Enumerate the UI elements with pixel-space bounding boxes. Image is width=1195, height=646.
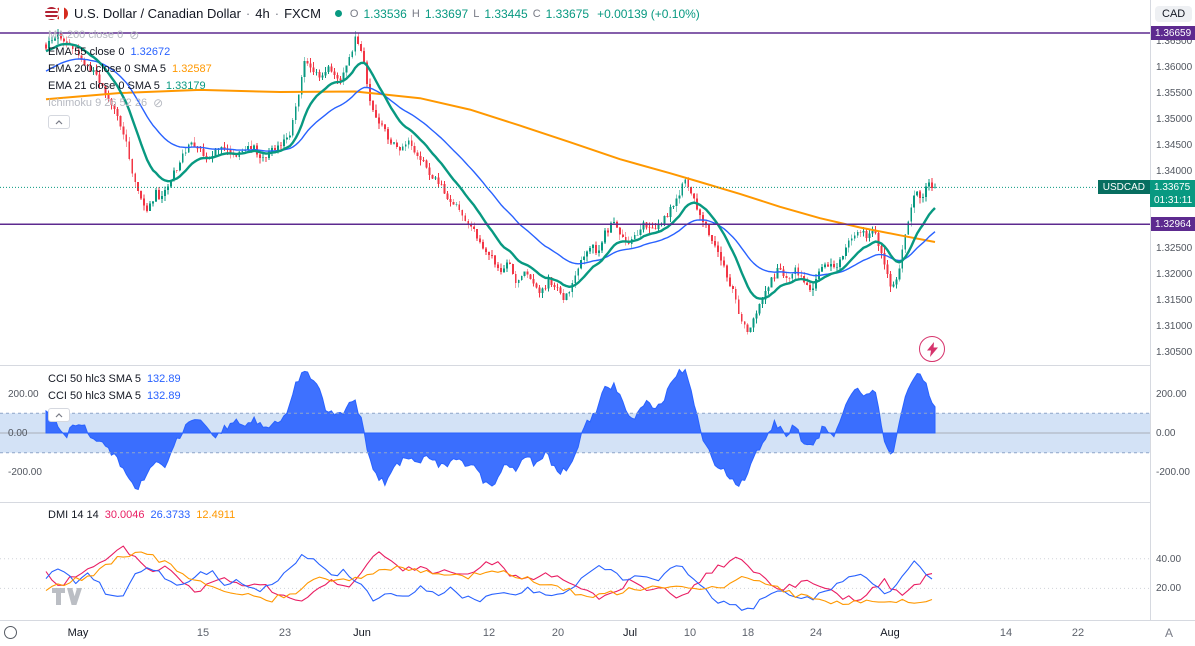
indicator-legend-row[interactable]: CCI 50 hlc3 SMA 5 132.89 [48, 387, 181, 404]
time-tick-label: 15 [196, 627, 210, 639]
price-tick-label: 1.34000 [1156, 165, 1193, 177]
time-tick-label: 14 [999, 627, 1013, 639]
indicator-value: 30.0046 [104, 508, 145, 521]
pane-separator[interactable] [0, 365, 1195, 366]
time-tick-label: Jun [353, 627, 371, 639]
eye-off-icon[interactable]: ⊘ [129, 27, 140, 42]
indicator-legend-row[interactable]: EMA 21 close 0 SMA 5 1.33179 [48, 77, 212, 94]
indicator-legend-row[interactable]: CCI 50 hlc3 SMA 5 132.89 [48, 370, 181, 387]
indicator-legend-row[interactable]: MA 200 close 0 ⊘ [48, 26, 212, 43]
bar-countdown: 01:31:11 [1150, 194, 1195, 208]
flash-trade-button[interactable] [919, 336, 945, 362]
open-label: O [349, 7, 359, 20]
price-tick-label: 1.35500 [1156, 88, 1193, 99]
indicator-value: 26.3733 [150, 508, 191, 521]
time-tick-label: 20 [551, 627, 565, 639]
price-tick-label: 1.31000 [1156, 320, 1193, 332]
time-tick-label: 24 [809, 627, 823, 639]
lightning-icon [926, 341, 938, 357]
cci-pane-legend: CCI 50 hlc3 SMA 5 132.89 CCI 50 hlc3 SMA 5… [48, 370, 181, 422]
price-tick-label: 1.35000 [1156, 113, 1193, 125]
indicator-value: 1.32672 [130, 45, 171, 58]
symbol-title[interactable]: U.S. Dollar / Canadian Dollar [74, 6, 241, 21]
main-pane-legend: MA 200 close 0 ⊘ EMA 55 close 0 1.32672 EMA … [48, 26, 212, 129]
low-label: L [473, 7, 480, 20]
separator: · [245, 6, 251, 21]
level-price-badge: 1.36659 [1151, 26, 1195, 41]
dmi-pane-legend: DMI 14 14 30.0046 26.3733 12.4911 [48, 506, 235, 523]
time-tick-label: 23 [278, 627, 292, 639]
separator: · [274, 6, 280, 21]
cci-tick-label: 200.00 [1156, 388, 1187, 400]
indicator-value: 1.33179 [165, 79, 206, 92]
high-value: 1.33697 [424, 6, 469, 21]
indicator-title: DMI 14 14 [48, 508, 99, 521]
pane-separator[interactable] [0, 502, 1195, 503]
time-axis[interactable]: A May 15 23 Jun 12 20 Jul 10 18 24 Aug 14 22 [0, 620, 1195, 646]
cci-tick-label: -200.00 [1156, 467, 1190, 479]
legend-collapse-button[interactable] [48, 408, 70, 422]
open-value: 1.33536 [363, 6, 407, 21]
indicator-legend-row[interactable]: DMI 14 14 30.0046 26.3733 12.4911 [48, 506, 235, 523]
legend-collapse-button[interactable] [48, 115, 70, 129]
time-tick-label: 12 [482, 627, 496, 639]
indicator-legend-row[interactable]: Ichimoku 9 26 52 26 ⊘ [48, 94, 212, 111]
close-label: C [532, 7, 541, 20]
price-tick-label: 1.30500 [1156, 346, 1193, 358]
auto-scale-button[interactable]: A [1165, 626, 1174, 640]
exchange-label[interactable]: FXCM [284, 6, 321, 21]
last-price-value: 1.33675 [1150, 180, 1195, 195]
level-price-badge: 1.32964 [1151, 217, 1195, 232]
tradingview-logo [52, 588, 82, 610]
price-axis[interactable]: CAD 1.36500 1.36000 1.35500 1.35000 1.34500 1… [1150, 0, 1195, 620]
price-tick-label: 1.36500 [1156, 36, 1193, 48]
time-tick-label: Jul [622, 627, 638, 639]
last-price-symbol: USDCAD [1097, 180, 1150, 195]
price-tick-label: 1.31500 [1156, 294, 1193, 306]
indicator-title: CCI 50 hlc3 SMA 5 [48, 389, 141, 402]
indicator-title: MA 200 close 0 [48, 28, 124, 41]
chart-header: U.S. Dollar / Canadian Dollar · 4h · FXC… [44, 6, 700, 21]
dmi-tick-label: 20.00 [1156, 583, 1182, 595]
close-value: 1.33675 [545, 6, 590, 21]
price-tick-label: 1.32500 [1156, 243, 1193, 255]
eye-off-icon[interactable]: ⊘ [153, 95, 164, 110]
time-tick-label: May [67, 627, 89, 639]
indicator-title: EMA 55 close 0 [48, 45, 125, 58]
time-tick-label: 10 [683, 627, 697, 639]
price-tick-label: 1.36000 [1156, 62, 1193, 74]
indicator-value: 132.89 [146, 389, 181, 402]
time-tick-label: Aug [880, 627, 900, 639]
cci-left-tick-label: 200.00 [8, 388, 39, 400]
dmi-tick-label: 40.00 [1156, 553, 1182, 565]
indicator-value: 132.89 [146, 372, 181, 385]
instrument-pair-icon [44, 6, 69, 21]
indicator-title: EMA 200 close 0 SMA 5 [48, 62, 167, 75]
indicator-legend-row[interactable]: EMA 55 close 0 1.32672 [48, 43, 212, 60]
indicator-title: EMA 21 close 0 SMA 5 [48, 79, 160, 92]
price-tick-label: 1.32000 [1156, 269, 1193, 281]
indicator-title: CCI 50 hlc3 SMA 5 [48, 372, 141, 385]
last-price-badge: USDCAD 1.33675 01:31:11 [1097, 180, 1195, 208]
market-status-icon [334, 10, 342, 17]
currency-badge[interactable]: CAD [1155, 6, 1193, 22]
time-tick-label: 18 [741, 627, 755, 639]
low-value: 1.33445 [484, 6, 528, 21]
interval-label[interactable]: 4h [255, 6, 270, 21]
indicator-legend-row[interactable]: EMA 200 close 0 SMA 5 1.32587 [48, 60, 212, 77]
cci-left-tick-label: 0.00 [8, 428, 28, 439]
indicator-value: 1.32587 [172, 62, 212, 75]
cci-tick-label: 0.00 [1156, 428, 1176, 439]
clock-icon[interactable] [4, 626, 17, 639]
indicator-title: Ichimoku 9 26 52 26 [48, 96, 148, 109]
cci-left-tick-label: -200.00 [8, 467, 42, 479]
ohlc-values: O 1.33536 H 1.33697 L 1.33445 C 1.33675 +0.0… [350, 7, 700, 21]
time-tick-label: 22 [1071, 627, 1085, 639]
indicator-value: 12.4911 [196, 508, 236, 521]
price-tick-label: 1.34500 [1156, 139, 1193, 151]
change-value: +0.00139 (+0.10%) [597, 6, 700, 21]
high-label: H [411, 7, 420, 20]
